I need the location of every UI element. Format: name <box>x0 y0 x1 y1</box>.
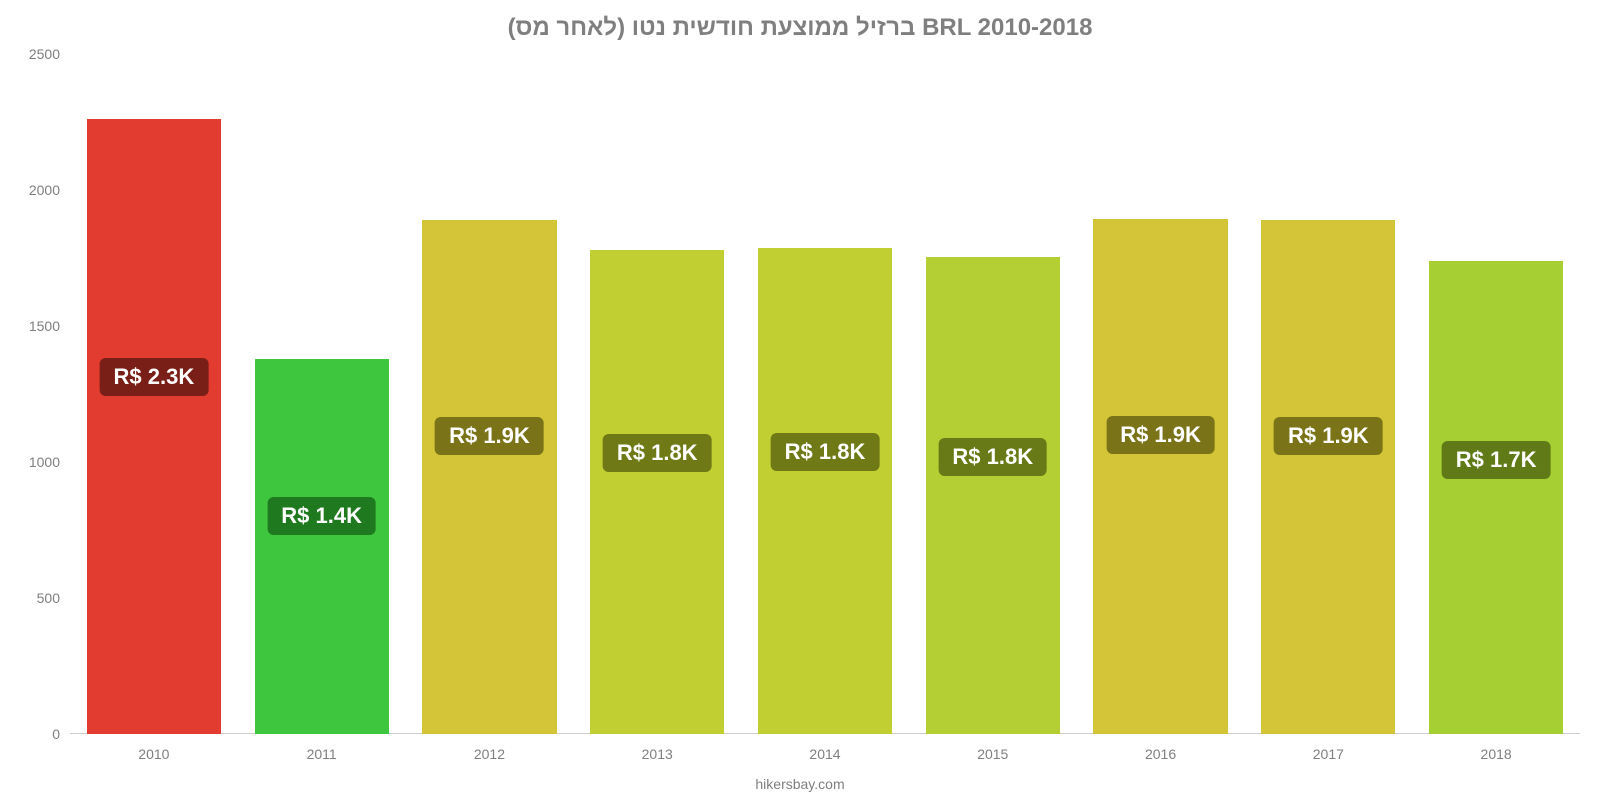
x-axis-tick: 2012 <box>409 746 569 762</box>
bar: R$ 1.8K <box>758 248 892 734</box>
bar-value-label: R$ 1.4K <box>267 497 376 535</box>
plot-area: R$ 2.3K R$ 1.4K R$ 1.9K R$ 1.8K R$ 1.8K R$ 1.… <box>70 54 1580 734</box>
x-axis-tick: 2011 <box>242 746 402 762</box>
y-axis-tick: 2000 <box>20 182 60 198</box>
x-axis-tick: 2016 <box>1081 746 1241 762</box>
x-axis-tick: 2018 <box>1416 746 1576 762</box>
bar: R$ 1.9K <box>1261 220 1395 734</box>
bar-value-label: R$ 2.3K <box>100 358 209 396</box>
y-axis-tick: 1000 <box>20 454 60 470</box>
bar-value-label: R$ 1.9K <box>1106 416 1215 454</box>
x-axis-tick: 2013 <box>577 746 737 762</box>
attribution-text: hikersbay.com <box>0 776 1600 792</box>
y-axis-tick: 0 <box>20 726 60 742</box>
bar-value-label: R$ 1.8K <box>603 434 712 472</box>
chart-container: ברזיל ממוצעת חודשית נטו (לאחר מס) BRL 20… <box>0 0 1600 800</box>
y-axis-tick: 1500 <box>20 318 60 334</box>
x-axis-tick: 2014 <box>745 746 905 762</box>
bar-value-label: R$ 1.8K <box>771 433 880 471</box>
y-axis-tick: 2500 <box>20 46 60 62</box>
x-axis-tick: 2017 <box>1248 746 1408 762</box>
bar-value-label: R$ 1.8K <box>938 438 1047 476</box>
bar: R$ 1.4K <box>255 359 389 734</box>
bars-group: R$ 2.3K R$ 1.4K R$ 1.9K R$ 1.8K R$ 1.8K R$ 1.… <box>70 54 1580 734</box>
bar: R$ 1.7K <box>1429 261 1563 734</box>
bar: R$ 1.8K <box>590 250 724 734</box>
bar: R$ 1.9K <box>1093 219 1227 734</box>
bar-value-label: R$ 1.7K <box>1442 441 1551 479</box>
chart-title: ברזיל ממוצעת חודשית נטו (לאחר מס) BRL 20… <box>0 0 1600 42</box>
bar-value-label: R$ 1.9K <box>1274 417 1383 455</box>
x-axis-tick: 2015 <box>913 746 1073 762</box>
bar: R$ 2.3K <box>87 119 221 734</box>
bar: R$ 1.9K <box>422 220 556 734</box>
y-axis-tick: 500 <box>20 590 60 606</box>
bar-value-label: R$ 1.9K <box>435 417 544 455</box>
x-axis-tick: 2010 <box>74 746 234 762</box>
bar: R$ 1.8K <box>926 257 1060 734</box>
